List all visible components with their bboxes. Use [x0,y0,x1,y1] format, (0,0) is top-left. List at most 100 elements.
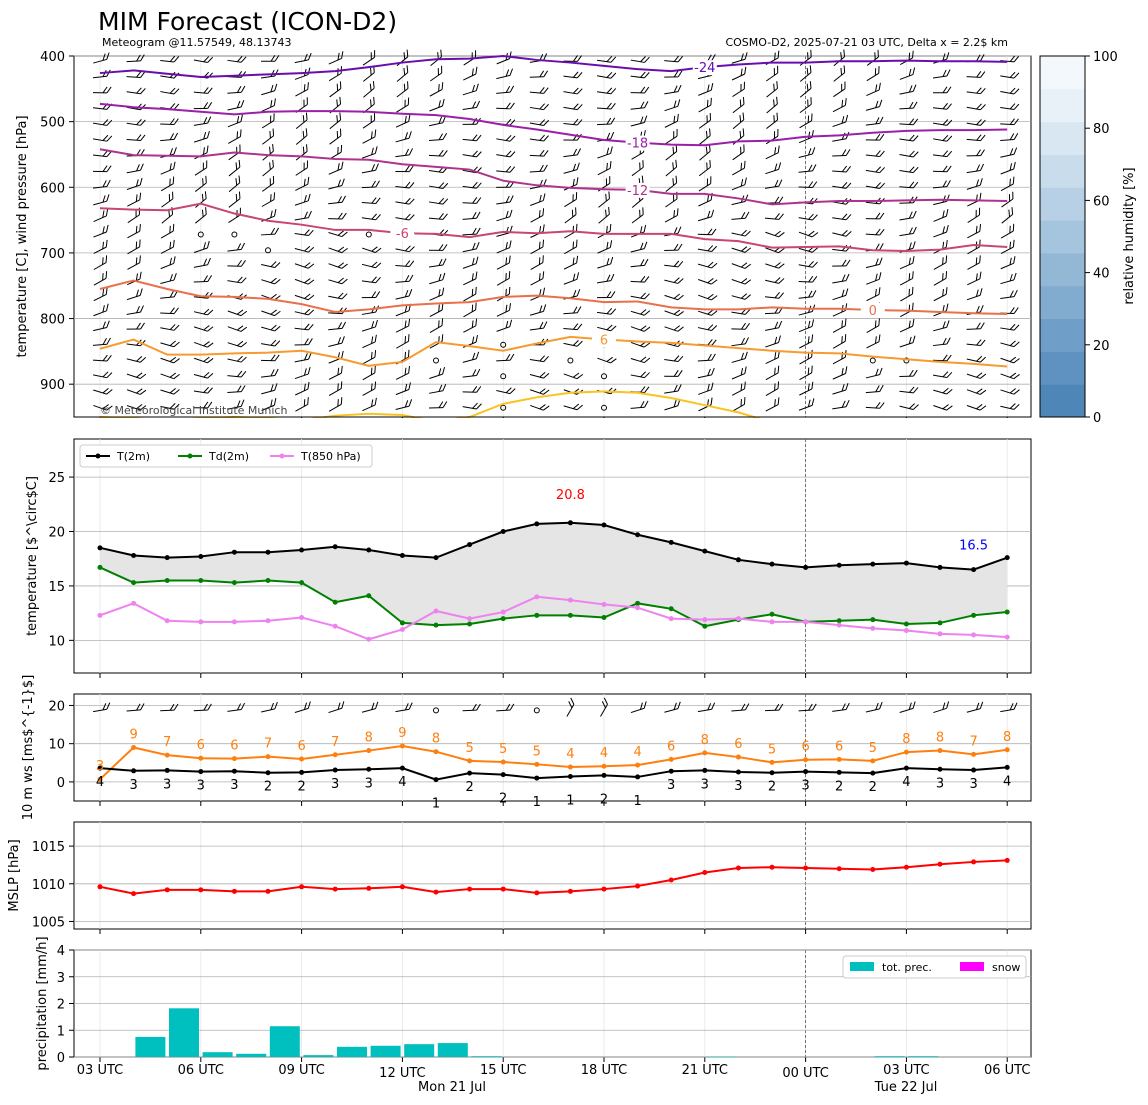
barb-flag [303,178,306,186]
barb-shaft [193,264,208,268]
barb-flag [505,703,511,711]
barb-shaft [564,214,577,224]
barb-shaft [294,373,309,380]
wind-barb [328,66,342,82]
barb-flag [442,244,448,251]
legend-label: snow [992,961,1020,974]
barb-flag [606,71,613,78]
barb-flag [643,310,651,316]
barb-flag [274,368,279,376]
wind-barb [93,255,108,270]
barb-flag [304,229,310,236]
mslp-point [231,888,237,894]
barb-flag [980,356,987,363]
barb-flag [1012,176,1015,184]
barb-flag [240,702,245,710]
wind-barb [496,165,516,173]
barb-flag [744,247,752,253]
barb-shaft [395,310,410,317]
barb-shaft [765,388,779,396]
barb-shaft [932,170,948,173]
barb-flag [476,151,482,158]
mslp-point [198,887,204,893]
barb-shaft [428,170,444,173]
barb-flag [270,399,273,407]
barb-shaft [899,154,914,158]
wind-barb [865,228,885,236]
barb-flag [677,326,684,332]
barb-flag [403,67,406,76]
barb-shaft [261,708,275,713]
wind-barb [899,318,915,333]
barb-flag [946,135,953,142]
barb-flag [571,209,574,218]
barb-shaft [699,135,711,145]
barb-flag [408,289,413,297]
barb-flag [539,194,542,203]
wind-barb [126,87,146,95]
wind-barb [697,353,716,362]
legend-swatch [960,962,984,971]
series-t-2m--point [164,555,170,561]
barb-flag [139,389,147,395]
wind-barb [664,55,684,63]
barb-flag [509,388,516,394]
wind-barb [563,71,583,79]
barb-shaft [228,136,241,144]
colorbar-segment [1040,187,1085,221]
barb-shaft [699,150,711,161]
barb-flag [1008,209,1011,217]
barb-flag [808,261,814,267]
barb-flag [980,305,984,313]
barb-flag [371,399,374,407]
wind-barb [732,97,745,114]
wind-barb [362,50,376,66]
barb-flag [643,241,648,249]
barb-shaft [630,326,645,332]
barb-flag [505,273,507,281]
series-t-2m--point [971,567,977,573]
barb-shaft [933,231,947,238]
barb-flag [572,257,575,265]
series-t-2m--point [131,552,137,558]
barb-flag [438,289,441,297]
barb-flag [543,119,550,126]
wind-barb [765,365,780,381]
barb-flag [640,242,644,250]
barb-flag [106,405,113,411]
barb-flag [841,274,846,282]
barb-shaft [194,357,208,364]
barb-shaft [395,265,410,268]
barb-flag [778,292,784,299]
barb-flag [640,401,645,408]
mean-wind-point [971,767,977,773]
mean-wind-point [299,769,305,775]
barb-shaft [566,704,575,717]
barb-flag [542,224,545,232]
barb-shaft [799,341,813,349]
barb-flag [844,98,847,106]
barb-shaft [328,279,343,285]
wind-barb [462,197,482,204]
barb-flag [912,67,916,75]
barb-flag [236,131,239,139]
x-tick-label: 06 UTC [984,1063,1030,1078]
barb-shaft [799,120,812,129]
barb-flag [643,326,651,332]
barb-flag [303,99,305,107]
barb-flag [270,261,277,268]
wind-barb [260,354,280,362]
x-tick-label: 00 UTC [782,1066,828,1081]
wind-barb [262,128,275,145]
wind-barb [195,207,207,224]
barb-flag [169,340,176,347]
precip-ytick-label: 2 [57,998,65,1013]
barb-flag [404,213,411,220]
wind-barb [699,128,711,145]
barb-flag [206,130,210,139]
wind-barb [228,191,241,208]
barb-flag [778,278,785,284]
mslp-point [836,866,842,872]
wind-barb [630,371,650,379]
barb-flag [106,165,112,172]
